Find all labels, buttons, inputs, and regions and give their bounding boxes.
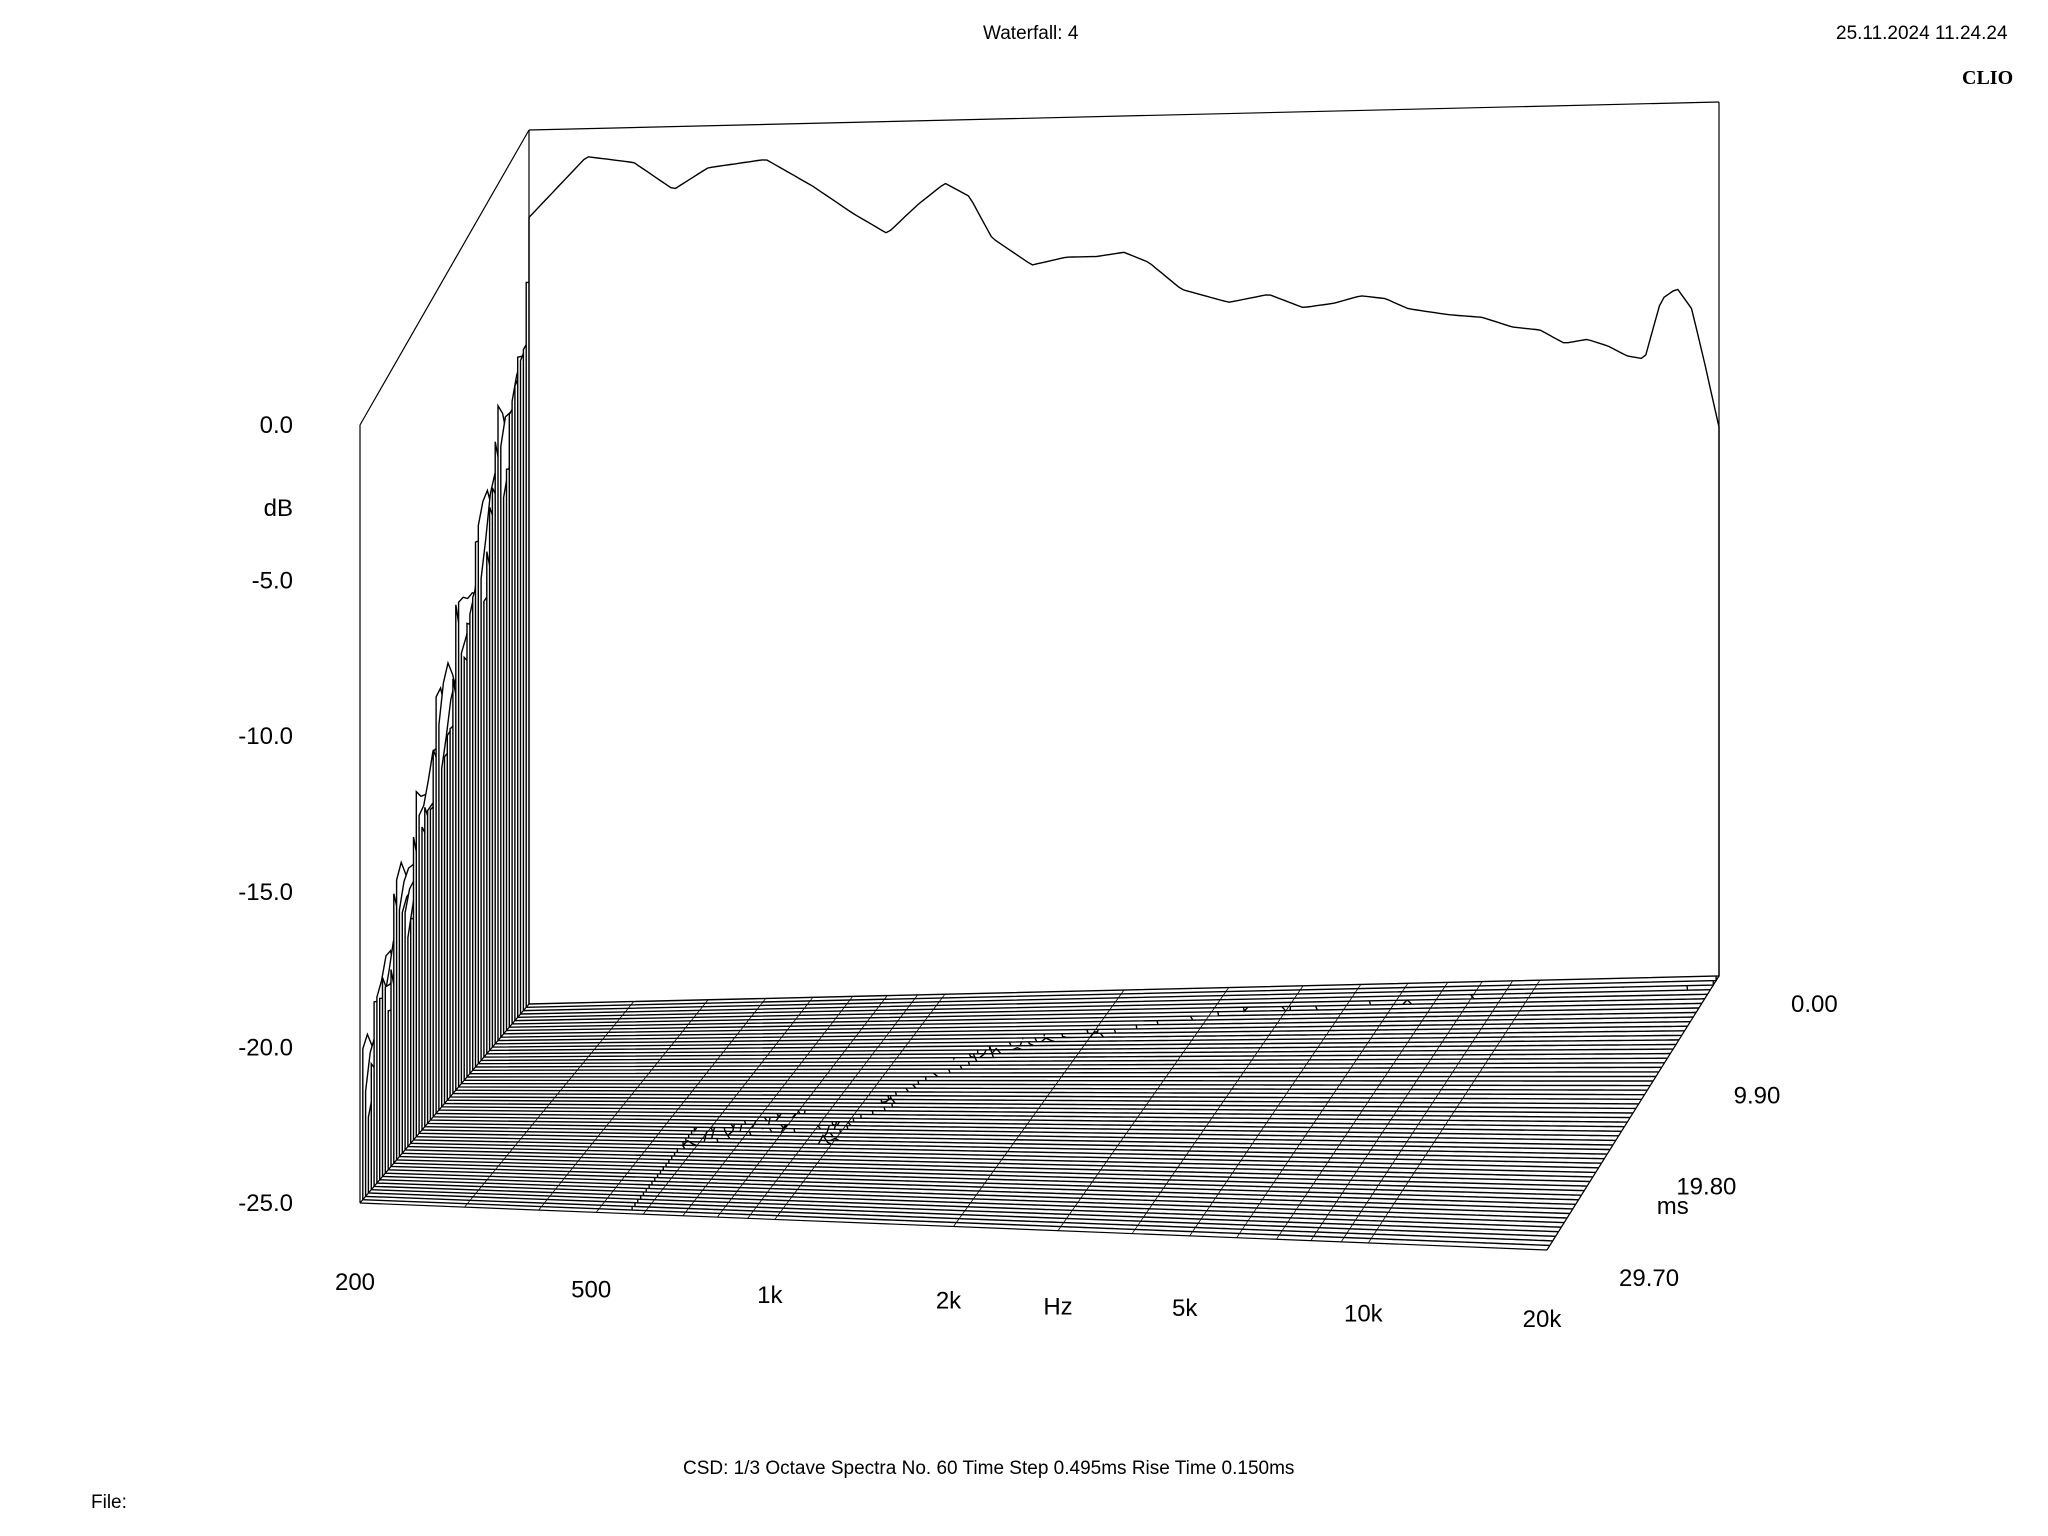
floor-freq-line [717, 995, 888, 1218]
floor-freq-line [747, 994, 918, 1219]
floor-freq-line [538, 999, 709, 1211]
x-axis-label: Hz [1043, 1294, 1072, 1321]
y-tick-label: -10.0 [238, 723, 293, 750]
floor-freq-line [1131, 985, 1304, 1234]
brand-logo-text: CLIO [1962, 67, 2014, 89]
floor-freq-line [359, 1003, 530, 1204]
x-tick-label: 1k [757, 1282, 783, 1309]
x-tick-label: 10k [1344, 1300, 1384, 1327]
y-tick-label: 0.0 [260, 412, 293, 439]
floor-freq-line [1236, 983, 1409, 1238]
measurement-settings: CSD: 1/3 Octave Spectra No. 60 Time Step… [683, 1458, 1295, 1479]
z-axis-label: ms [1657, 1193, 1689, 1220]
floor-freq-line [464, 1001, 635, 1208]
x-tick-label: 200 [335, 1269, 375, 1296]
floor-freq-line [1057, 987, 1230, 1231]
floor-freq-line [1546, 975, 1720, 1251]
y-tick-label: -25.0 [238, 1190, 293, 1217]
floor-freq-line [1276, 982, 1449, 1240]
axis-labels: 0.0 -5.0 -10.0 -15.0 -20.0 -25.0 dB 200 500 1k 2k 5… [238, 412, 1837, 1333]
x-tick-label: 2k [936, 1288, 962, 1315]
frame-back-top-edge [528, 101, 1720, 131]
floor-grid [359, 975, 1720, 1251]
floor-freq-line [1189, 984, 1362, 1237]
z-tick-label: 19.80 [1676, 1174, 1736, 1201]
waterfall-slices [362, 156, 1720, 1247]
floor-freq-line [1310, 981, 1483, 1241]
file-label: File: [91, 1492, 127, 1513]
z-tick-label: 0.00 [1791, 991, 1838, 1018]
timestamp: 25.11.2024 11.24.24 [1836, 23, 2008, 44]
floor-freq-line [642, 997, 814, 1215]
z-tick-label: 9.90 [1734, 1082, 1781, 1109]
floor-freq-line [682, 996, 854, 1217]
chart-title: Waterfall: 4 [983, 23, 1079, 44]
y-tick-label: -15.0 [238, 879, 293, 906]
x-tick-label: 500 [571, 1276, 611, 1303]
y-tick-label: -5.0 [252, 568, 293, 595]
x-tick-label: 20k [1523, 1306, 1563, 1333]
y-axis-label: dB [264, 495, 293, 522]
floor-freq-line [1340, 980, 1513, 1243]
floor-freq-line [595, 998, 767, 1213]
z-tick-label: 29.70 [1619, 1265, 1679, 1292]
floor-freq-line [1368, 979, 1541, 1244]
floor-freq-line [953, 989, 1125, 1227]
floor-freq-line [774, 993, 946, 1220]
frame-top-left-edge [359, 129, 530, 426]
y-tick-label: -20.0 [238, 1034, 293, 1061]
waterfall-slice [528, 156, 1720, 1005]
x-tick-label: 5k [1172, 1295, 1198, 1322]
